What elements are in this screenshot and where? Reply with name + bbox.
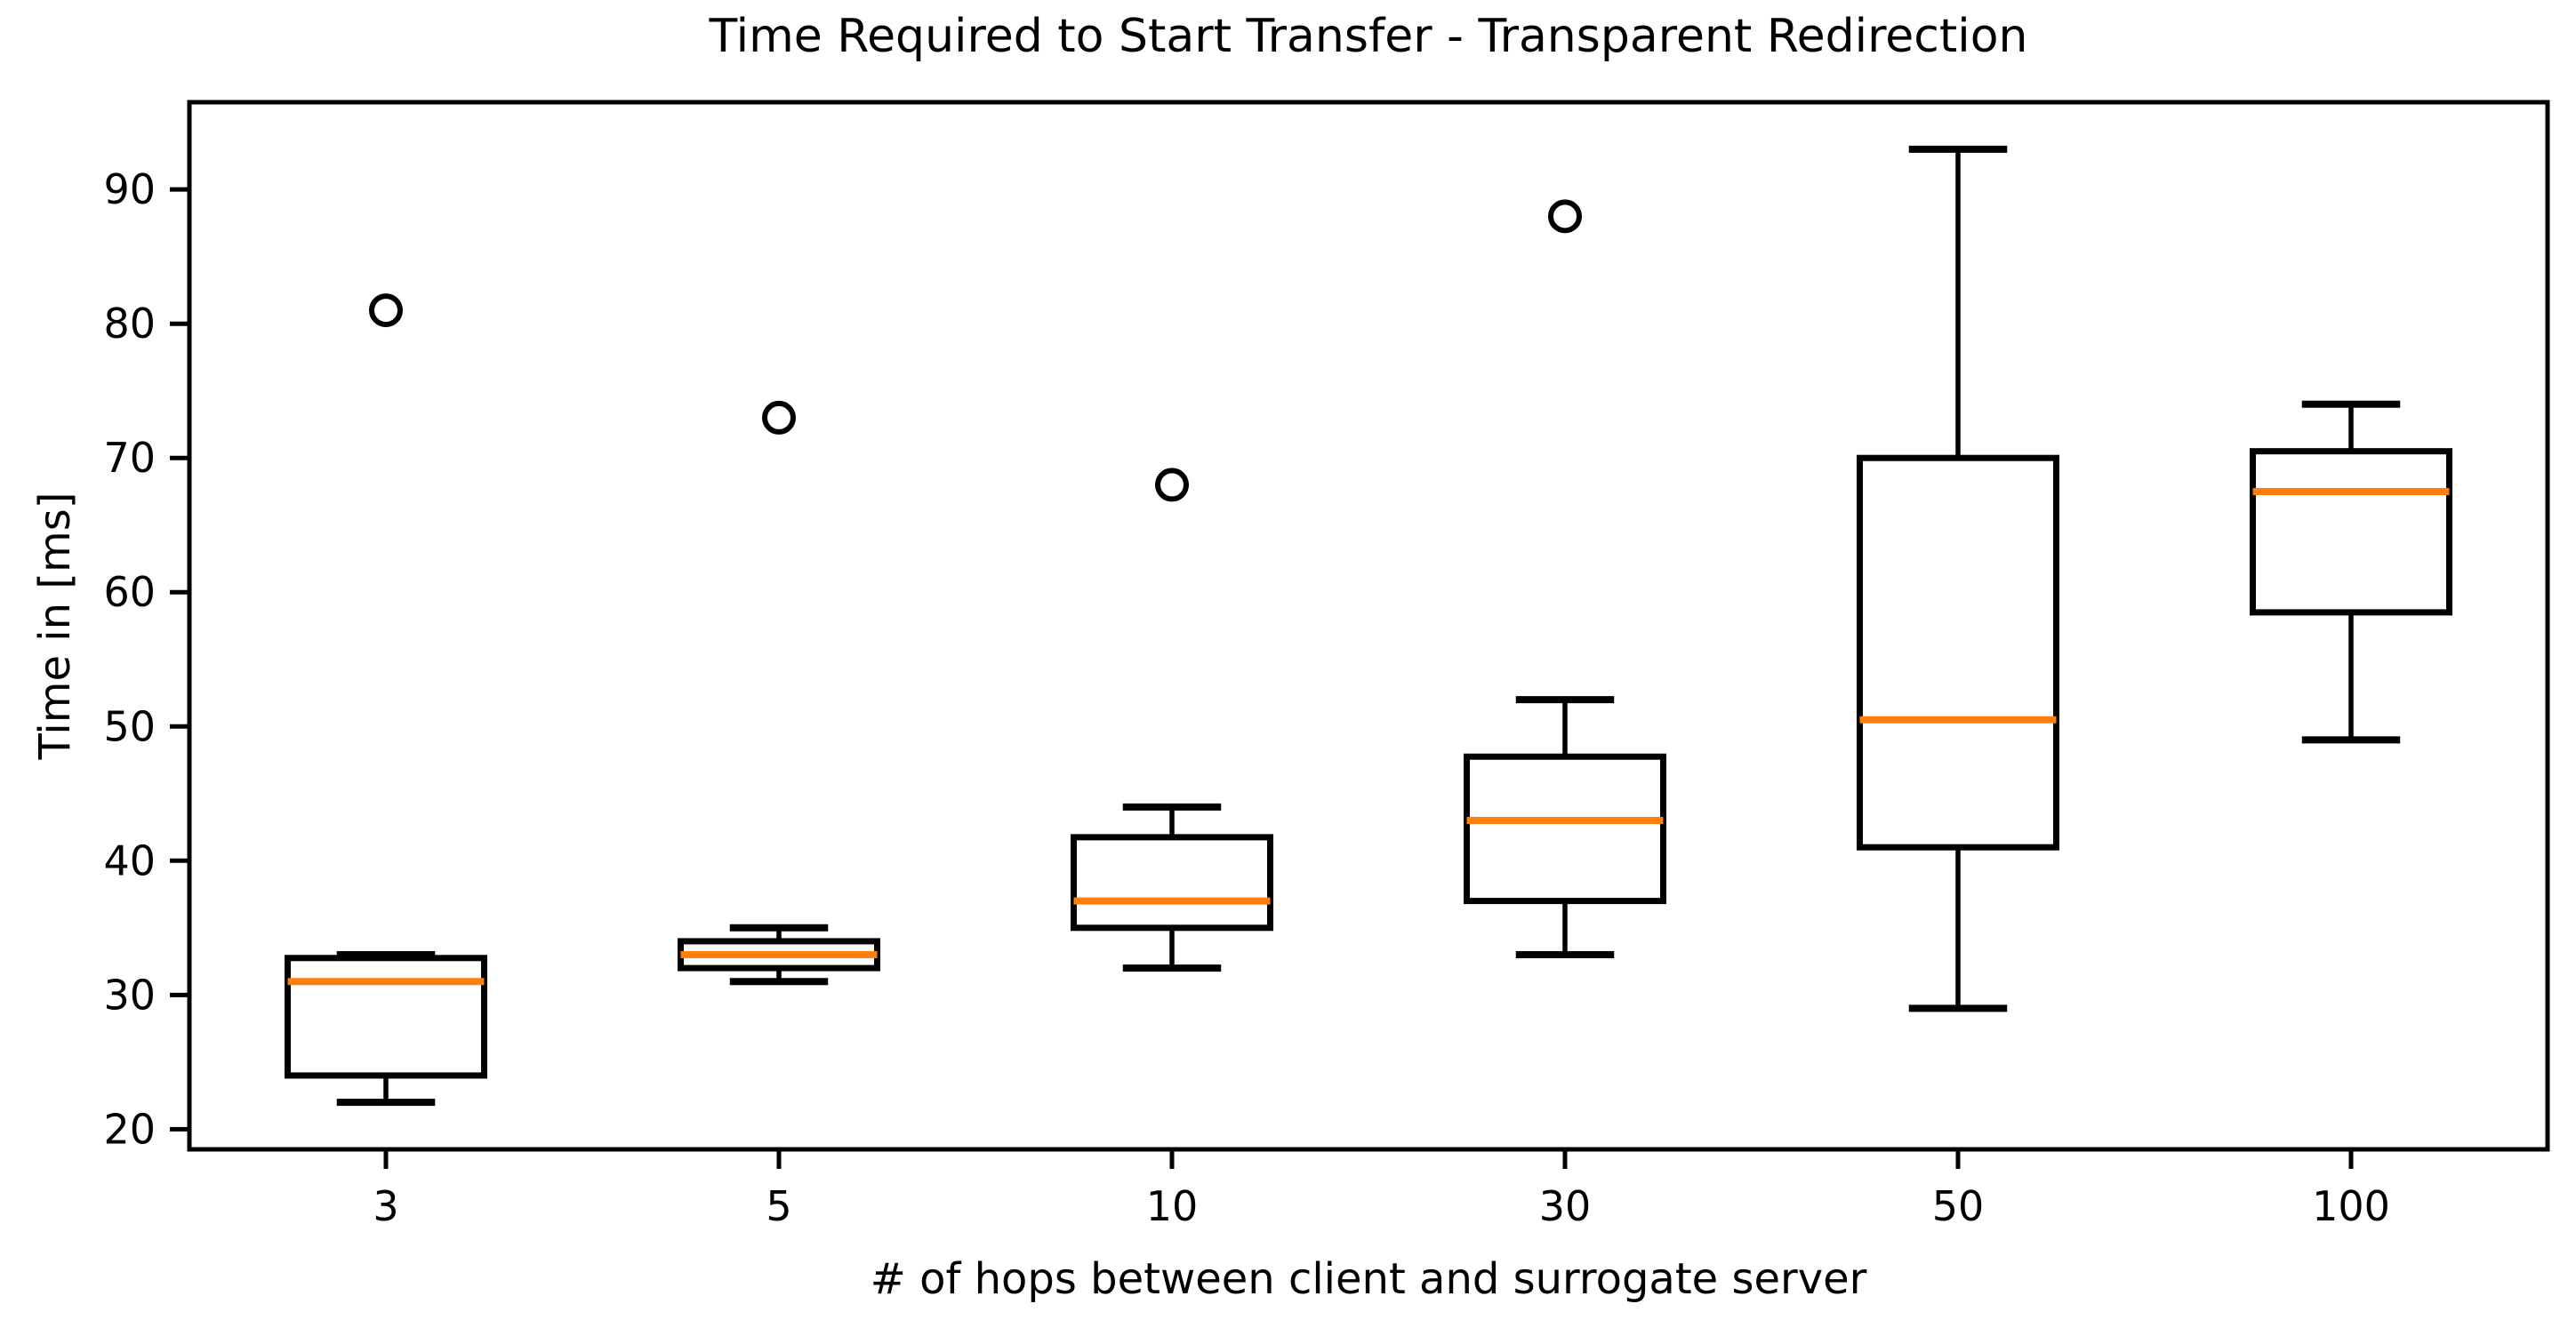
chart-title: Time Required to Start Transfer - Transp…: [708, 10, 2027, 63]
x-tick-label: 100: [2312, 1182, 2390, 1230]
box-group: [1464, 199, 1666, 959]
y-tick-label: 50: [103, 702, 156, 750]
plot-border: [187, 100, 2550, 1152]
iqr-box: [1857, 454, 2059, 851]
iqr-box: [1071, 834, 1273, 932]
x-tick-label: 10: [1146, 1182, 1199, 1230]
x-tick-label: 5: [766, 1182, 791, 1230]
box-group: [1071, 468, 1273, 972]
x-axis-label: # of hops between client and surrogate s…: [871, 1254, 1867, 1304]
y-tick-label: 80: [103, 300, 156, 348]
box-group: [285, 293, 487, 1107]
y-tick-label: 70: [103, 434, 156, 482]
iqr-box: [1464, 753, 1666, 905]
outlier-marker: [1155, 468, 1189, 502]
y-tick-label: 90: [103, 165, 156, 213]
iqr-box: [285, 955, 487, 1079]
box-group: [678, 400, 880, 986]
outlier-marker: [369, 293, 403, 328]
y-axis-label: Time in [ms]: [30, 492, 80, 761]
outlier-marker: [762, 400, 796, 435]
y-tick-label: 40: [103, 836, 156, 884]
box-series: [285, 145, 2452, 1107]
box-group: [1857, 145, 2059, 1012]
y-tick-label: 60: [103, 568, 156, 616]
x-tick-label: 3: [373, 1182, 398, 1230]
axis-ticks: 20 30 40 50 60 70 80 90 3 5 10 30 50 100: [103, 165, 2389, 1230]
x-tick-label: 50: [1932, 1182, 1985, 1230]
outlier-marker: [1548, 199, 1582, 234]
box-group: [2250, 400, 2452, 744]
y-tick-label: 20: [103, 1105, 156, 1153]
x-tick-label: 30: [1539, 1182, 1592, 1230]
iqr-box: [2250, 448, 2452, 616]
y-tick-label: 30: [103, 971, 156, 1019]
